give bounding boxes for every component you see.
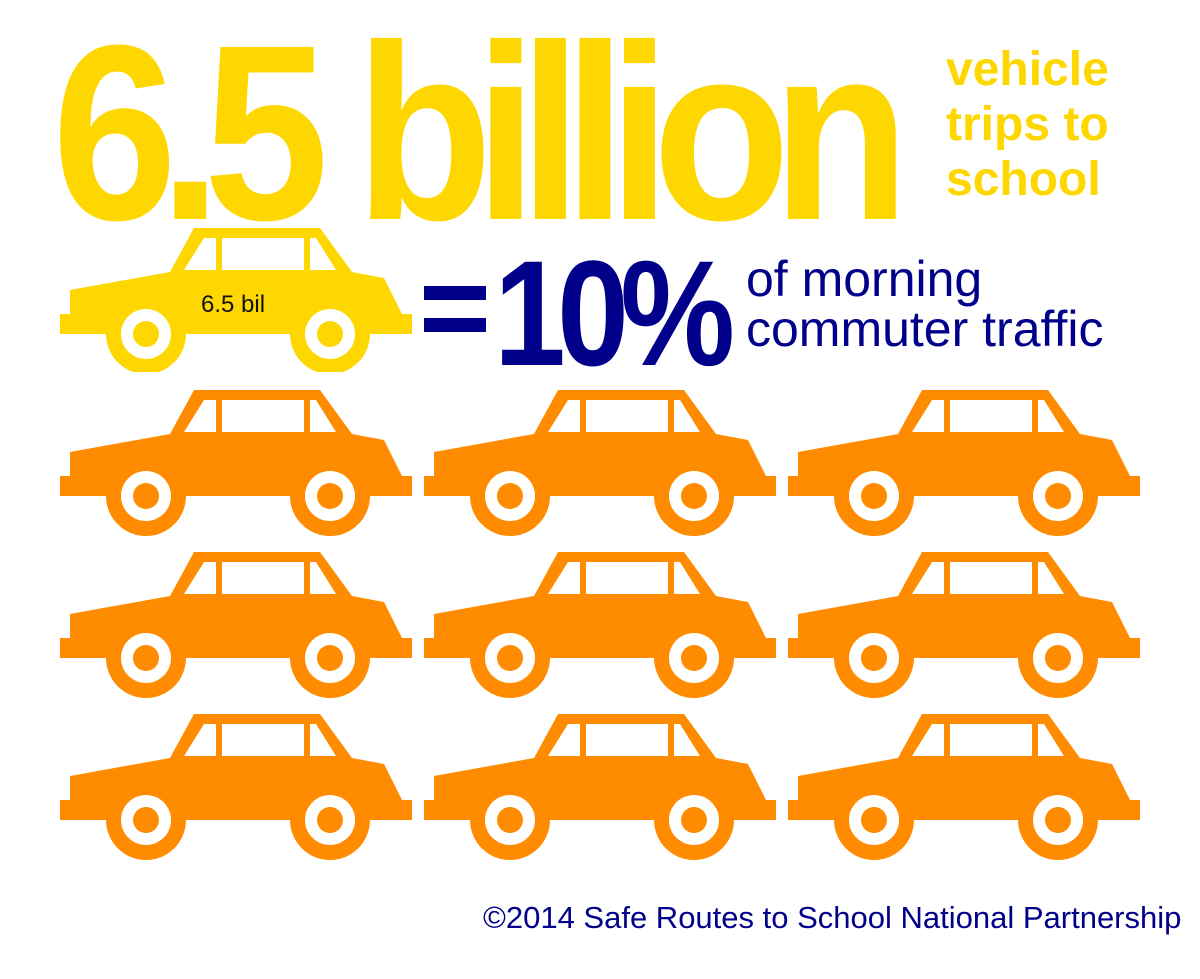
- equals-sign: [424, 286, 486, 332]
- headline-subtitle-line: school: [946, 153, 1101, 206]
- percent-description-line: commuter traffic: [746, 301, 1104, 357]
- percent-description-line: of morning: [746, 251, 983, 307]
- car-icon: [424, 714, 776, 860]
- percent-value: 10%: [494, 229, 735, 397]
- car-icon: [788, 390, 1140, 536]
- copyright-notice: ©2014 Safe Routes to School National Par…: [483, 900, 1182, 935]
- percent-description: of morning commuter traffic: [746, 254, 1104, 354]
- car-icon: [788, 714, 1140, 860]
- car-label: 6.5 bil: [201, 291, 266, 318]
- car-icon: [60, 552, 412, 698]
- car-icon: [424, 390, 776, 536]
- headline-subtitle: vehicle trips to school: [946, 42, 1109, 207]
- car-icon: [424, 552, 776, 698]
- car-icon: [60, 390, 412, 536]
- headline-subtitle-line: trips to: [946, 98, 1109, 151]
- car-icon: [60, 714, 412, 860]
- car-icon: [788, 552, 1140, 698]
- headline-number: 6.5 billion: [52, 0, 910, 272]
- car-grid: [58, 388, 1148, 860]
- headline-subtitle-line: vehicle: [946, 43, 1109, 96]
